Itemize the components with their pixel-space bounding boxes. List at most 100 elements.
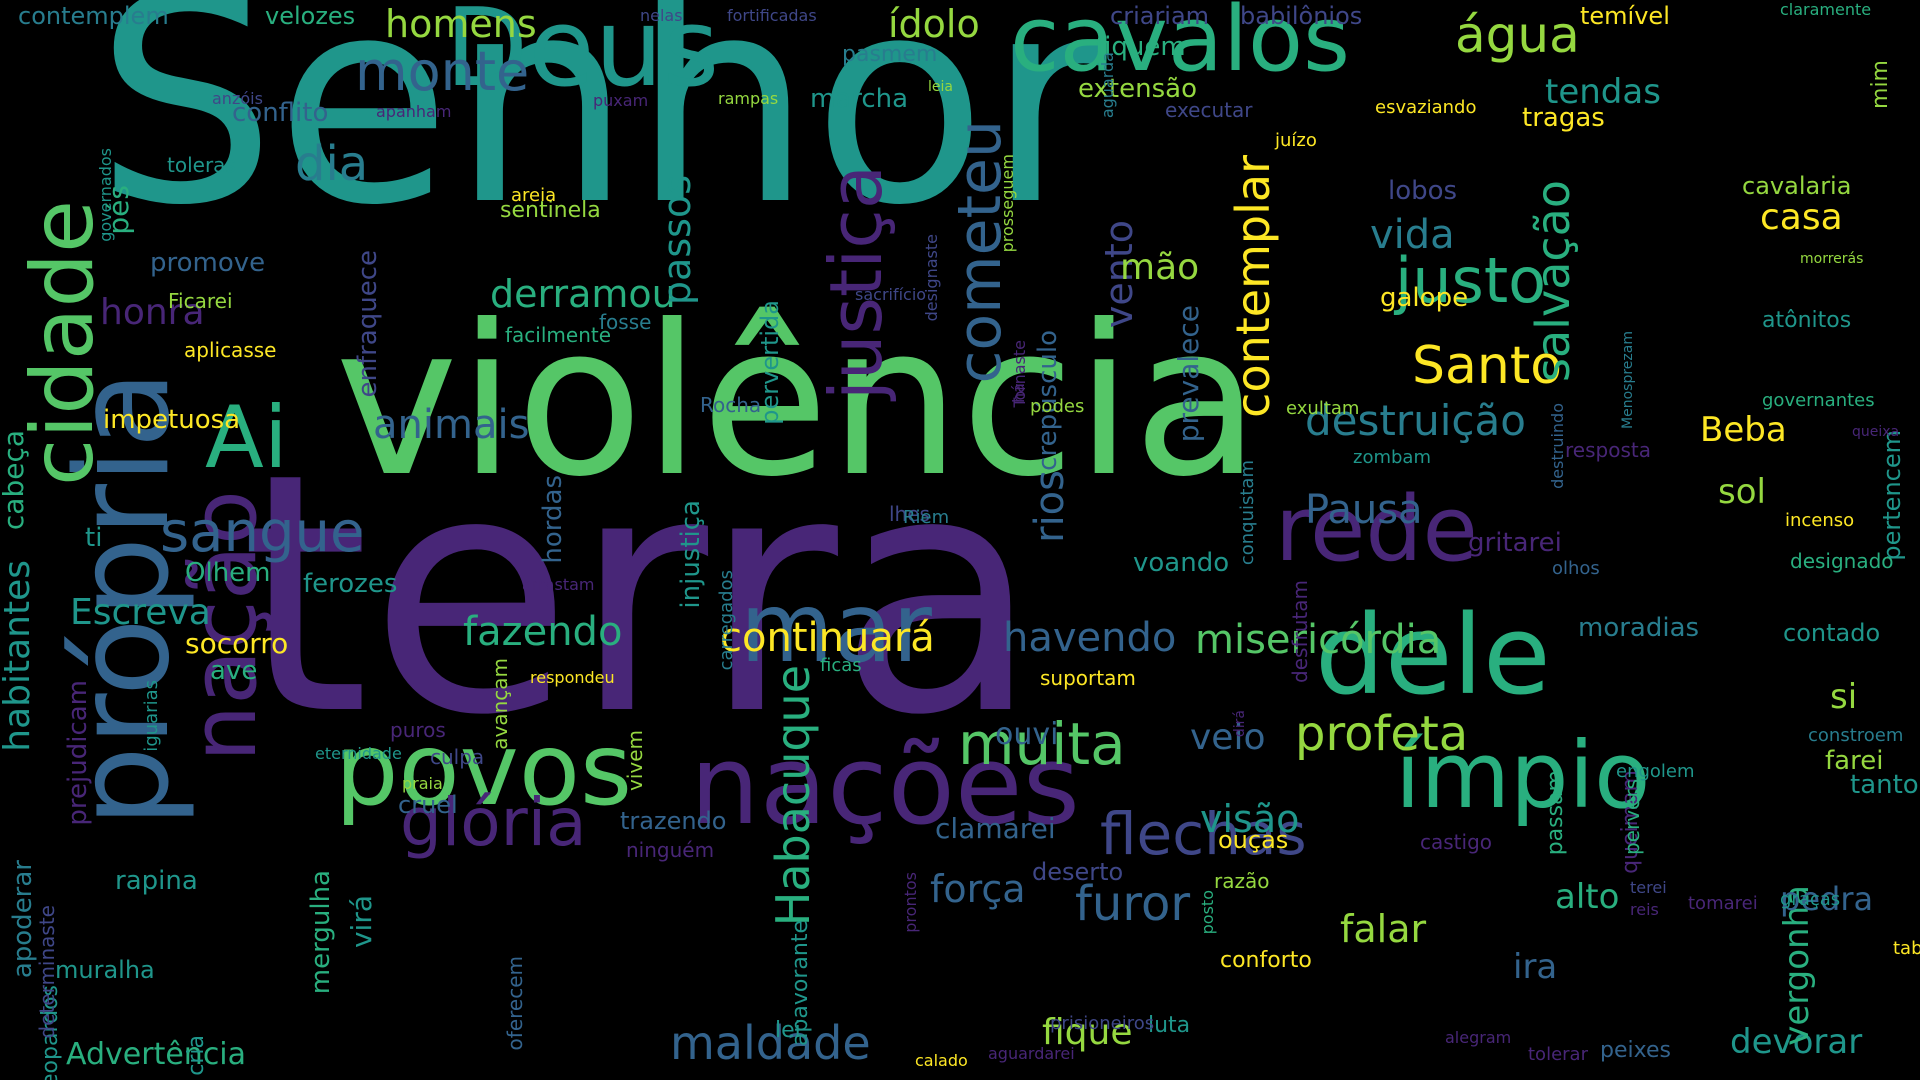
cloud-word: resposta (1565, 438, 1651, 462)
cloud-word: lobos (1388, 176, 1458, 206)
cloud-word: apoderar (8, 860, 38, 979)
cloud-word: constroem (1808, 725, 1904, 746)
cloud-word: mão (1120, 247, 1200, 288)
cloud-word: razão (1214, 869, 1270, 893)
cloud-word: tolerar (1528, 1044, 1588, 1065)
cloud-word: prosseguem (998, 154, 1017, 253)
cloud-word: castigo (1420, 830, 1493, 854)
cloud-word: passam (1543, 770, 1568, 856)
cloud-word: força (930, 867, 1026, 911)
cloud-word: povos (335, 711, 633, 828)
cloud-word: veio (1190, 717, 1266, 758)
cloud-word: cavalaria (1742, 172, 1852, 200)
cloud-word: trazendo (620, 807, 727, 835)
cloud-word: habitantes (0, 560, 38, 752)
cloud-word: desfrutam (1288, 580, 1312, 683)
cloud-word: injustiça (676, 500, 706, 609)
cloud-word: aguarda (1098, 52, 1117, 119)
cloud-word: aguardarei (988, 1044, 1075, 1063)
cloud-word: Olhem (185, 558, 271, 588)
cloud-word: nações (690, 721, 1080, 849)
cloud-word: arrastam (522, 575, 595, 594)
cloud-word: casa (1760, 197, 1843, 238)
cloud-word: engolem (1616, 761, 1695, 782)
cloud-word: lei (775, 1018, 801, 1043)
cloud-word: voando (1133, 548, 1230, 578)
cloud-word: temível (1580, 2, 1670, 30)
cloud-word: prejudicam (63, 680, 93, 826)
cloud-word: gritarei (1468, 528, 1562, 558)
cloud-word: puxam (593, 91, 649, 110)
cloud-word: juízo (1275, 130, 1317, 151)
cloud-word: ouvi (995, 717, 1059, 752)
cloud-word: furor (1075, 876, 1191, 932)
cloud-word: criariam (1110, 2, 1210, 30)
cloud-word: conquistam (1237, 460, 1258, 566)
cloud-word: ti (85, 523, 103, 553)
cloud-word: Pausa (1305, 487, 1423, 533)
cloud-word: lhes (889, 502, 930, 526)
cloud-word: carregados (716, 570, 737, 671)
cloud-word: visão (1200, 797, 1300, 841)
cloud-word: fiquem (1095, 32, 1186, 62)
cloud-word: terra (240, 403, 1041, 787)
cloud-word: avançam (488, 658, 512, 750)
cloud-word: mar (740, 572, 932, 684)
cloud-word: tendas (1545, 72, 1661, 112)
cloud-word: tomarei (1688, 893, 1758, 914)
cloud-word: pervers (1620, 779, 1644, 856)
cloud-word: ídolo (888, 2, 980, 46)
cloud-word: havendo (1003, 615, 1177, 661)
cloud-word: praia (402, 774, 443, 793)
cloud-word: monte (355, 40, 530, 103)
cloud-word: deserto (1032, 858, 1124, 886)
cloud-word: designaste (922, 234, 941, 322)
cloud-word: ninguém (626, 838, 715, 862)
cloud-word: prontos (901, 872, 920, 933)
cloud-word: hordas (538, 475, 568, 564)
cloud-word: alto (1555, 877, 1620, 917)
cloud-word: justiça (814, 165, 898, 401)
cloud-word: determinaste (35, 905, 59, 1039)
cloud-word: animais (373, 402, 530, 448)
cloud-word: calado (915, 1051, 968, 1070)
cloud-word: cria (184, 1035, 209, 1076)
cloud-word: puros (390, 718, 446, 742)
cloud-word: socorro (185, 627, 289, 660)
cloud-word: cidade (13, 200, 113, 486)
cloud-word: esvaziando (1375, 97, 1477, 118)
cloud-word: Ficarei (168, 289, 233, 313)
cloud-word: incenso (1785, 510, 1855, 531)
cloud-word: dele (1315, 591, 1551, 719)
cloud-word: tantos (1850, 770, 1920, 800)
cloud-word: muralha (55, 956, 155, 984)
cloud-word: sol (1718, 472, 1766, 512)
cloud-word: anzóis (212, 89, 263, 108)
cloud-word: leia (928, 79, 953, 95)
cloud-word: conforto (1220, 948, 1312, 973)
cloud-word: destruição (1305, 396, 1526, 445)
cloud-word: nelas (640, 6, 683, 25)
cloud-word: violência (335, 281, 1261, 523)
cloud-word: peixes (1600, 1038, 1671, 1063)
cloud-word: dirá (1232, 710, 1248, 738)
cloud-word: cabeça (0, 430, 30, 531)
cloud-word: homens (385, 2, 537, 46)
cloud-word: há (1009, 383, 1028, 403)
cloud-word: graças (1780, 889, 1841, 910)
cloud-word: Senhor (95, 0, 1105, 268)
cloud-word: conflito (232, 98, 329, 128)
cloud-word: muita (958, 710, 1126, 778)
cloud-word: pasmem (842, 42, 938, 67)
cloud-word: pervertida (756, 300, 784, 425)
cloud-word: cruel (398, 791, 458, 819)
cloud-word: falar (1340, 907, 1427, 951)
cloud-word: enfraquece (353, 250, 383, 398)
cloud-word: misericórdia (1195, 617, 1442, 663)
cloud-word: executar (1165, 98, 1253, 122)
cloud-word: clamarei (935, 812, 1056, 845)
cloud-word: ouças (1218, 826, 1289, 854)
cloud-word: luta (1148, 1013, 1191, 1038)
cloud-word: honra (100, 292, 205, 333)
